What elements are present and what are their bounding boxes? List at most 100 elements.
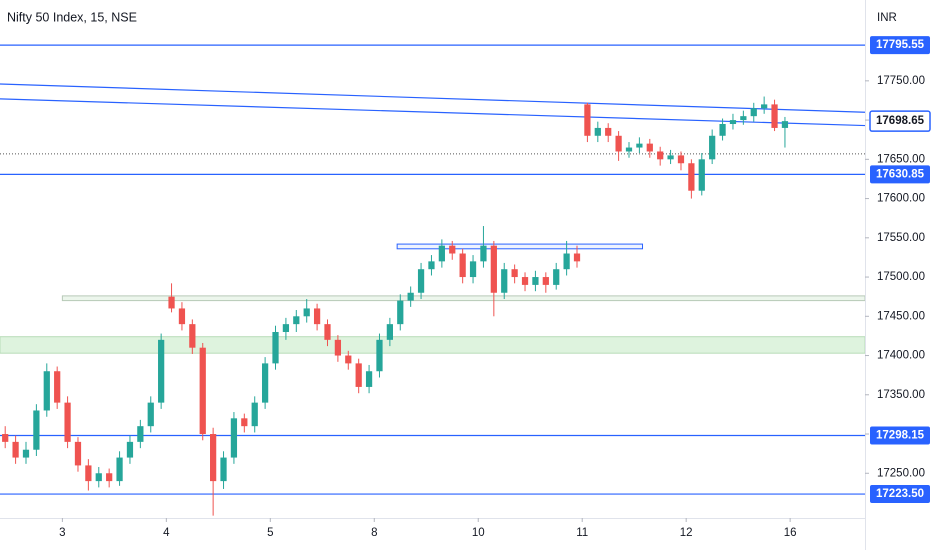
- zone: [61, 295, 866, 302]
- y-tick-label: 17250.00: [877, 467, 925, 479]
- candle-body: [438, 245, 445, 262]
- candle-body: [594, 127, 601, 136]
- candle-body: [12, 441, 19, 458]
- candle-body: [771, 104, 778, 128]
- y-tick-label: 17350.00: [877, 389, 925, 401]
- y-tick-label: 17600.00: [877, 193, 925, 205]
- candle-body: [303, 308, 310, 317]
- candle-body: [220, 457, 227, 482]
- x-tick-label: 12: [680, 527, 693, 539]
- candle-body: [272, 331, 279, 364]
- candle-body: [345, 355, 352, 364]
- candle-body: [750, 108, 757, 117]
- candle-body: [615, 135, 622, 152]
- candle-body: [563, 253, 570, 270]
- trend-line: [0, 98, 866, 127]
- candle-body: [397, 300, 404, 325]
- trend-line: [0, 83, 866, 113]
- candle-body: [449, 245, 456, 254]
- candle-body: [490, 245, 497, 293]
- level-label: 17223.50: [876, 488, 924, 500]
- candle-body: [532, 277, 539, 285]
- candle-body: [698, 159, 705, 191]
- x-tick-label: 11: [576, 527, 588, 539]
- x-tick-label: 4: [163, 527, 170, 539]
- candle-body: [251, 402, 258, 427]
- candle-body: [95, 473, 102, 482]
- candle-body: [553, 269, 560, 285]
- candle-body: [147, 402, 154, 427]
- candle-body: [407, 292, 414, 301]
- candle-body: [688, 163, 695, 191]
- candle-body: [106, 473, 113, 482]
- candle-body: [324, 324, 331, 340]
- candle-body: [137, 426, 144, 442]
- candle-body: [2, 434, 9, 442]
- level-label: 17630.85: [876, 168, 925, 180]
- candle-body: [761, 104, 768, 109]
- candle-body: [54, 371, 61, 403]
- candle-body: [677, 155, 685, 164]
- y-tick-label: 17450.00: [877, 310, 925, 322]
- candle-body: [365, 371, 373, 387]
- chart-title: Nifty 50 Index, 15, NSE: [7, 10, 137, 24]
- y-tick-label: 17400.00: [877, 350, 925, 362]
- level-label-box: [870, 426, 930, 445]
- candle-body: [241, 418, 248, 427]
- candle-body: [428, 261, 435, 270]
- level-label-box: [870, 165, 930, 184]
- candle-body: [189, 324, 196, 348]
- candle-body: [719, 124, 726, 136]
- candle-body: [64, 402, 71, 442]
- candle-body: [313, 308, 321, 325]
- y-tick-label: 17650.00: [877, 153, 925, 165]
- candle-body: [740, 116, 747, 121]
- candle-body: [729, 120, 737, 125]
- x-tick-label: 3: [59, 527, 65, 539]
- candle-body: [168, 296, 175, 309]
- x-tick-label: 16: [784, 527, 797, 539]
- candle-body: [334, 339, 342, 356]
- candle-body: [542, 277, 549, 285]
- candle-body: [521, 277, 529, 285]
- last-price-label: 17698.65: [876, 115, 925, 127]
- candle-body: [584, 104, 591, 136]
- level-label-box: [870, 36, 930, 55]
- candle-body: [74, 441, 82, 466]
- candle-body: [657, 151, 664, 160]
- candle-body: [85, 465, 92, 482]
- candle-body: [459, 253, 466, 278]
- candle-body: [158, 339, 165, 403]
- candle-body: [376, 339, 383, 372]
- candle-body: [501, 269, 508, 293]
- candle-body: [646, 143, 653, 152]
- candle-body: [126, 441, 134, 458]
- candle-body: [199, 347, 206, 435]
- candle-body: [417, 269, 425, 293]
- candle-body: [282, 324, 290, 332]
- y-tick-label: 17750.00: [877, 75, 925, 87]
- currency-label: INR: [877, 12, 897, 24]
- candle-body: [116, 457, 123, 482]
- candle-body: [469, 261, 477, 278]
- candle-body: [511, 269, 518, 278]
- x-tick-label: 10: [472, 527, 485, 539]
- candle-body: [22, 449, 30, 458]
- candle-body: [605, 127, 612, 136]
- candle-body: [625, 147, 633, 152]
- candle-body: [480, 245, 487, 262]
- candle-body: [33, 410, 40, 450]
- y-tick-label: 17500.00: [877, 271, 925, 283]
- candle-body: [709, 135, 716, 160]
- level-label-box: [870, 485, 930, 504]
- candle-body: [293, 316, 300, 325]
- x-tick-label: 8: [371, 527, 377, 539]
- level-label: 17298.15: [876, 430, 925, 442]
- candle-body: [667, 155, 674, 160]
- candle-body: [386, 324, 393, 340]
- last-price-box: [869, 110, 931, 132]
- y-tick-label: 17550.00: [877, 232, 925, 244]
- candle-body: [573, 253, 581, 262]
